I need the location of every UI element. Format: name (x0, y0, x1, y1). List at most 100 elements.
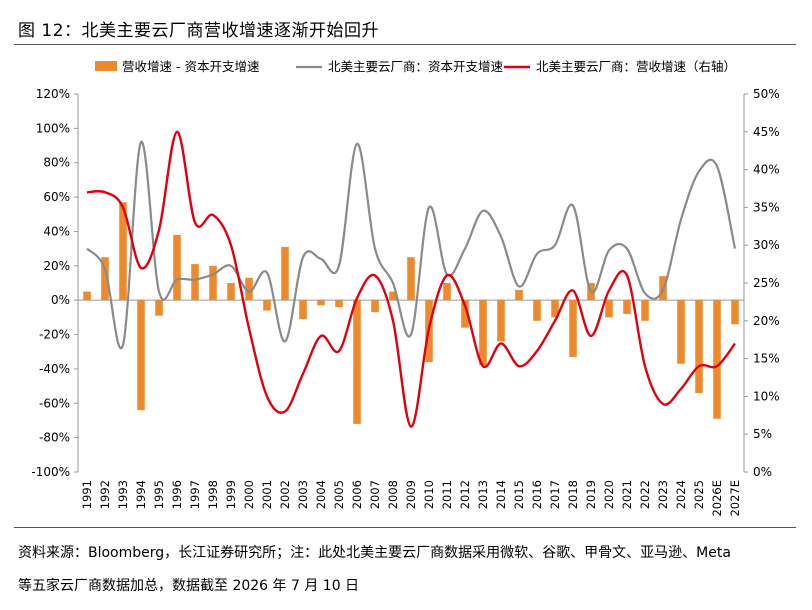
left-tick-label: 60% (43, 190, 70, 204)
bar-mark (335, 300, 343, 308)
category-label: 2018 (566, 480, 580, 509)
left-tick-label: 120% (36, 87, 70, 101)
left-tick-label: -100% (31, 465, 70, 479)
bar-mark (695, 300, 703, 393)
left-tick-label: 20% (43, 259, 70, 273)
category-label: 2010 (422, 480, 436, 509)
source-rule (14, 527, 796, 528)
bar-mark (191, 264, 199, 301)
category-label: 2001 (260, 480, 274, 509)
bar-mark (245, 277, 253, 301)
category-label: 2019 (584, 480, 598, 509)
category-label: 2008 (386, 480, 400, 509)
right-tick-label: 10% (753, 389, 780, 403)
bar-mark (641, 300, 649, 321)
bar-mark (155, 300, 163, 316)
category-label: 2004 (314, 480, 328, 509)
bar-mark (281, 246, 289, 301)
right-tick-label: 0% (753, 465, 772, 479)
legend-label-capex: 北美主要云厂商：资本开支增速 (328, 59, 504, 74)
category-label: 2014 (494, 480, 508, 509)
category-label: 2005 (332, 480, 346, 509)
category-label: 2011 (440, 480, 454, 509)
category-label: 2022 (638, 480, 652, 509)
bar-mark (407, 257, 415, 301)
right-tick-label: 30% (753, 238, 780, 252)
category-label: 2002 (278, 480, 292, 509)
category-label: 1995 (152, 480, 166, 509)
left-tick-label: -80% (39, 431, 70, 445)
bar-mark (623, 300, 631, 314)
category-label: 2024 (674, 480, 688, 509)
revenue-growth-line (86, 130, 736, 428)
category-label: 1992 (98, 480, 112, 509)
category-label: 1994 (134, 480, 148, 509)
category-label: 1999 (224, 480, 238, 509)
left-tick-label: -20% (39, 328, 70, 342)
source-note-line-2: 等五家云厂商数据加总，数据截至 2026 年 7 月 10 日 (18, 578, 360, 594)
category-label: 2013 (476, 480, 490, 509)
category-label: 2020 (602, 480, 616, 509)
bar-mark (389, 291, 397, 301)
category-label: 1991 (80, 480, 94, 509)
bar-mark (551, 300, 559, 318)
category-label: 1997 (188, 480, 202, 509)
category-label: 2017 (548, 480, 562, 509)
bar-mark (605, 300, 613, 318)
bar-mark (101, 257, 109, 301)
right-tick-label: 25% (753, 276, 780, 290)
left-tick-label: 80% (43, 156, 70, 170)
capex-growth-line (86, 140, 737, 350)
bar-mark (371, 300, 379, 313)
figure-title: 图 12：北美主要云厂商营收增速逐渐开始回升 (18, 21, 380, 41)
bar-mark (677, 300, 685, 364)
category-label: 1996 (170, 480, 184, 509)
category-label: 2012 (458, 480, 472, 509)
bar-mark (569, 300, 577, 357)
category-label: 2015 (512, 480, 526, 509)
right-tick-label: 50% (753, 87, 780, 101)
category-label: 2026E (710, 480, 724, 517)
bar-mark (515, 289, 523, 301)
source-note-line-1: 资料来源：Bloomberg，长江证券研究所；注：此处北美主要云厂商数据采用微软… (18, 545, 731, 561)
bar-mark (227, 283, 235, 301)
category-label: 1993 (116, 480, 130, 509)
category-label: 2016 (530, 480, 544, 509)
bar-mark (713, 300, 721, 419)
left-tick-label: -40% (39, 362, 70, 376)
bar-mark (173, 234, 181, 301)
bar-mark (353, 300, 361, 424)
bar-mark (119, 202, 127, 301)
right-tick-label: 40% (753, 163, 780, 177)
category-label: 2009 (404, 480, 418, 509)
bar-mark (209, 265, 217, 301)
left-tick-label: 100% (36, 121, 70, 135)
right-tick-label: 5% (753, 427, 772, 441)
category-label: 2000 (242, 480, 256, 509)
bar-mark (317, 300, 325, 306)
left-tick-label: -60% (39, 396, 70, 410)
bar-mark (263, 300, 271, 311)
combo-chart: -100% -80% -60% -40% -20% 0% 20% 40% 60% 80% 100% 1… (31, 59, 780, 517)
bar-mark (137, 300, 145, 411)
left-tick-label: 40% (43, 224, 70, 238)
category-label: 2006 (350, 480, 364, 509)
bar-mark (299, 300, 307, 320)
bar-mark (83, 291, 91, 301)
category-label: 1998 (206, 480, 220, 509)
bar-mark (443, 283, 451, 301)
category-label: 2021 (620, 480, 634, 509)
left-tick-label: 0% (51, 293, 70, 307)
category-label: 2025 (692, 480, 706, 509)
right-tick-label: 20% (753, 314, 780, 328)
legend-label-revenue: 北美主要云厂商：营收增速（右轴） (536, 59, 736, 74)
title-rule (14, 44, 796, 45)
category-label: 2027E (728, 480, 742, 517)
bar-mark (461, 300, 469, 328)
category-label: 2023 (656, 480, 670, 509)
bar-mark (479, 300, 487, 366)
bar-mark (731, 300, 739, 325)
legend-label-bar: 营收增速 - 资本开支增速 (122, 59, 260, 74)
category-label: 2007 (368, 480, 382, 509)
legend-swatch-bar (95, 61, 117, 71)
